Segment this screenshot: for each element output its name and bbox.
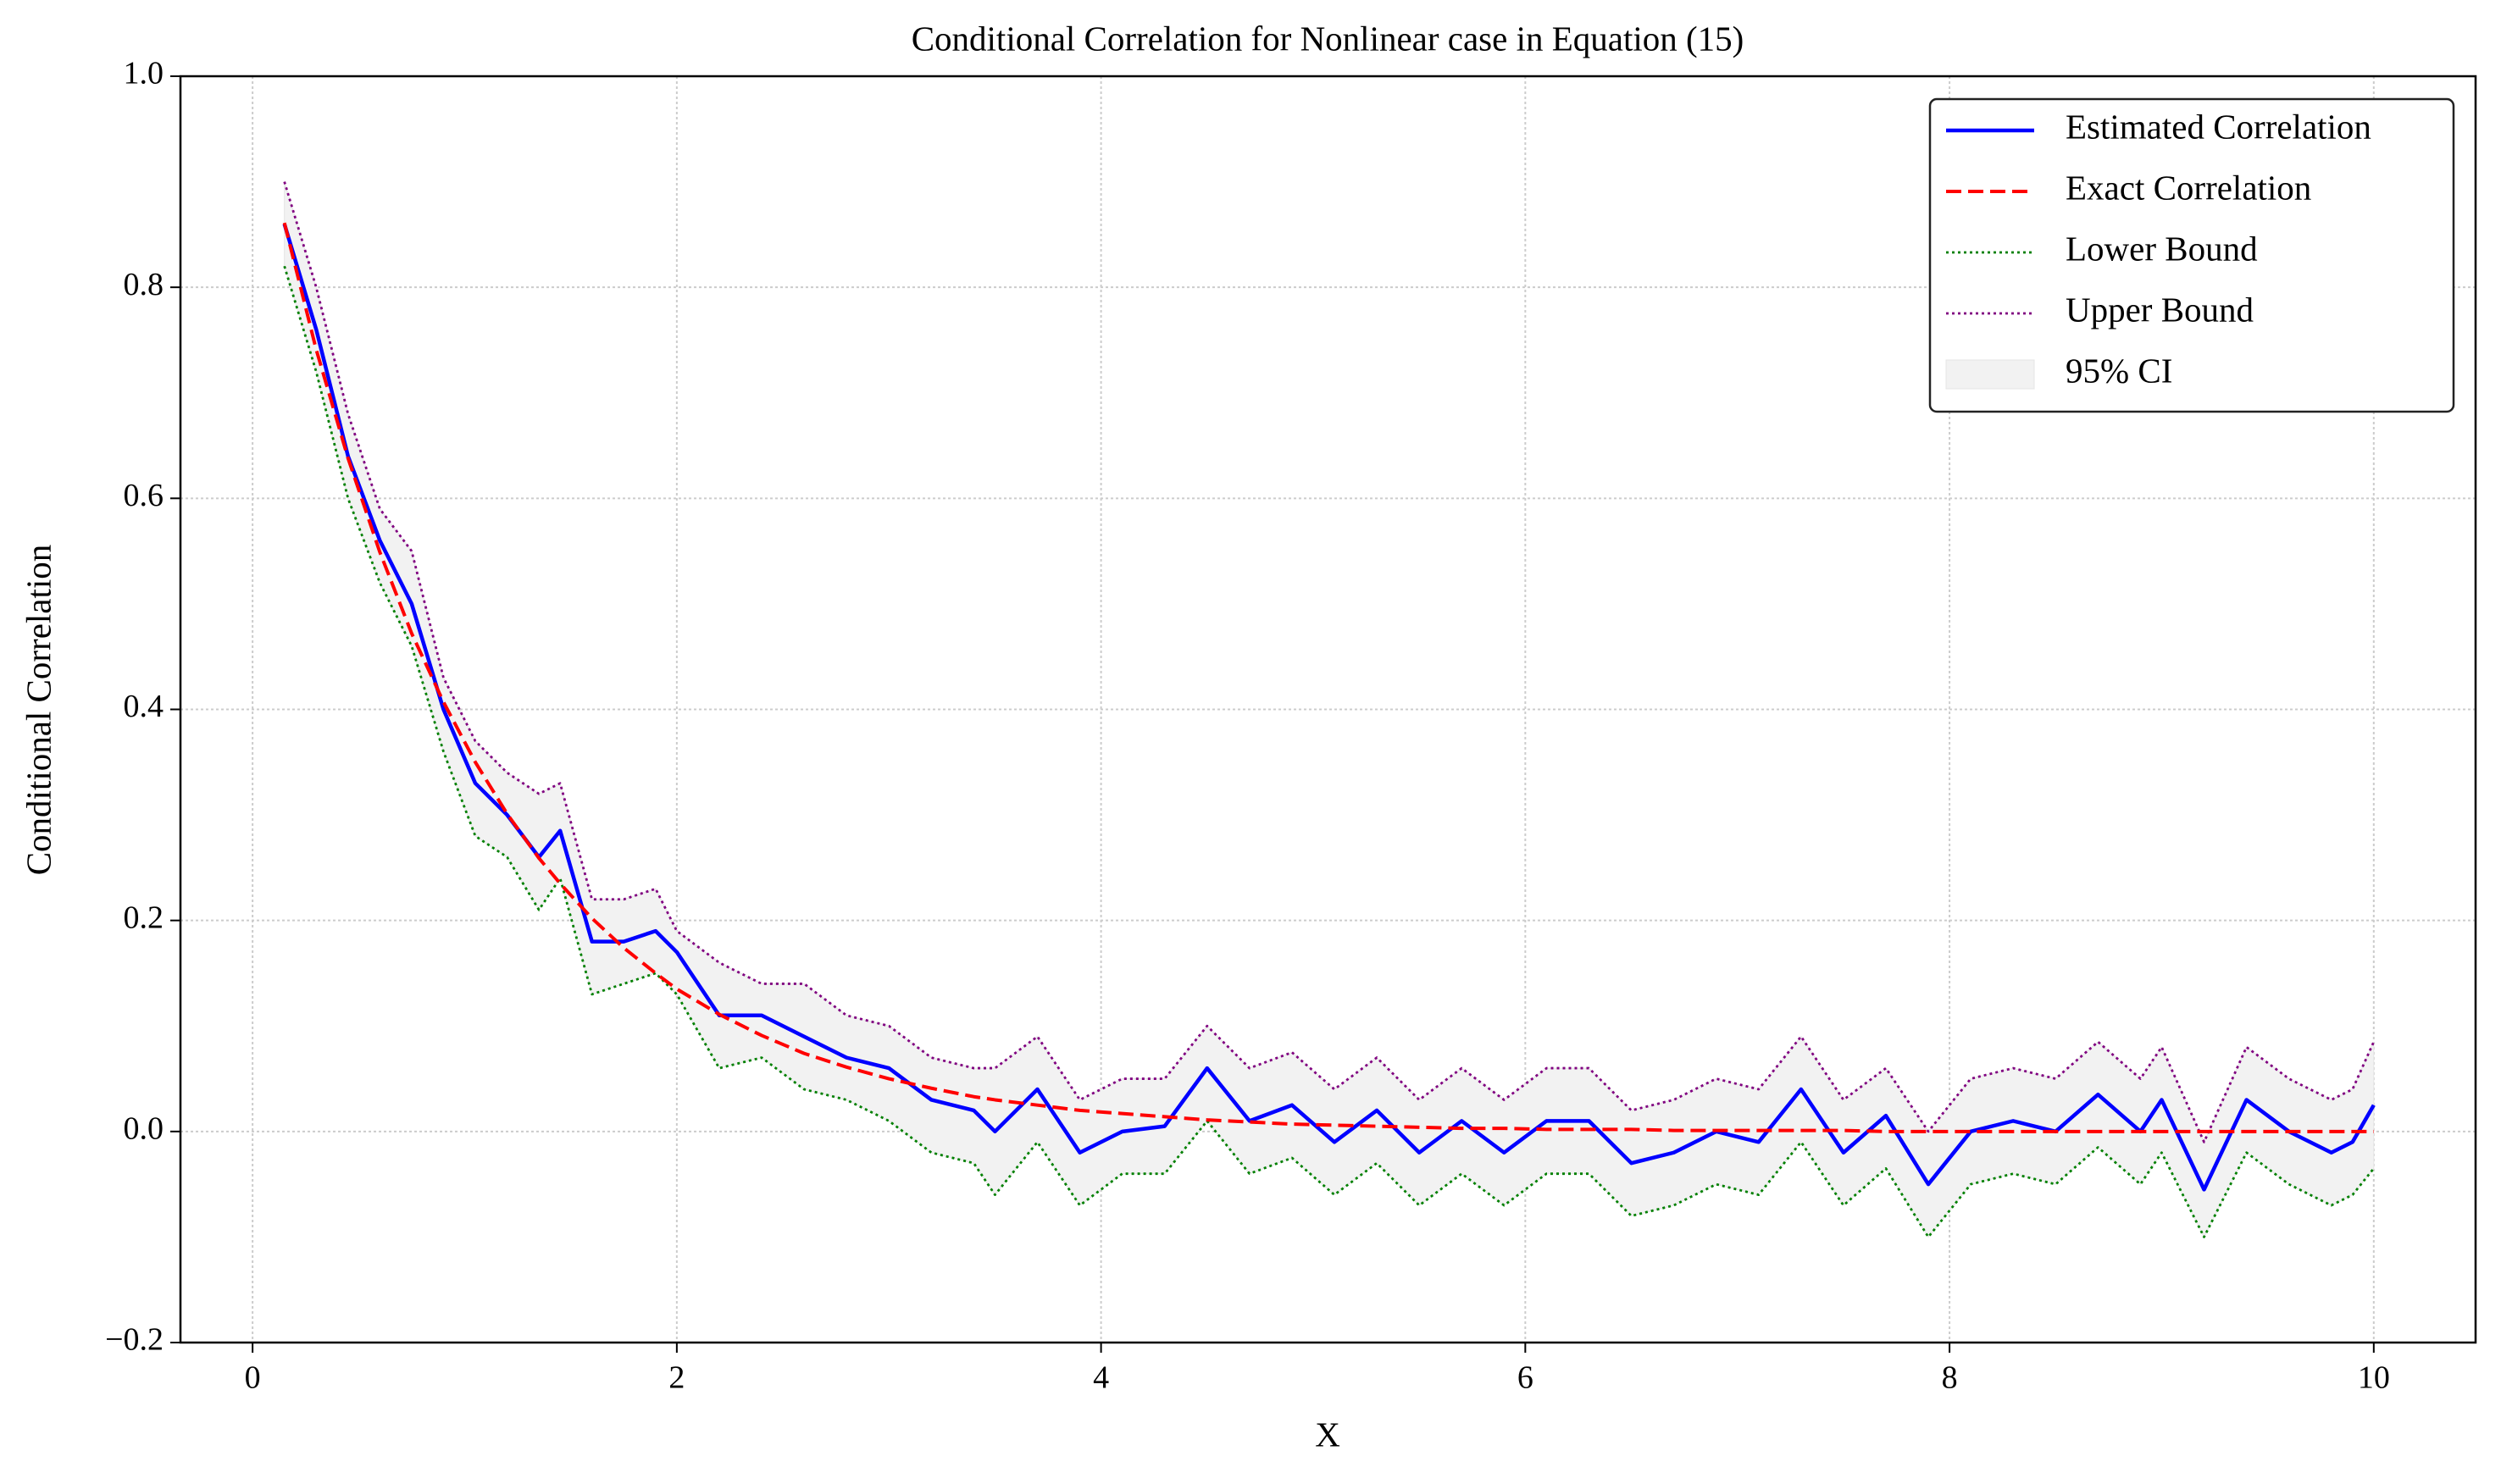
y-tick-label: 0.2 bbox=[124, 900, 164, 935]
legend-label: Exact Correlation bbox=[2066, 168, 2311, 207]
y-tick-label: 1.0 bbox=[124, 56, 164, 91]
legend-box bbox=[1928, 97, 2455, 413]
x-tick-label: 4 bbox=[1093, 1360, 1109, 1396]
y-axis-label: Conditional Correlation bbox=[19, 545, 58, 876]
chart-title: Conditional Correlation for Nonlinear ca… bbox=[912, 19, 1744, 58]
line-series bbox=[282, 222, 2374, 1133]
x-tick-label: 0 bbox=[245, 1360, 261, 1396]
legend-label: Upper Bound bbox=[2066, 290, 2254, 329]
y-tick-label: 0.6 bbox=[124, 478, 164, 513]
x-axis-label: X bbox=[1315, 1415, 1340, 1454]
x-tick-label: 8 bbox=[1942, 1360, 1958, 1396]
legend-label: Lower Bound bbox=[2066, 229, 2258, 268]
y-tick-label: 0.8 bbox=[124, 267, 164, 302]
line-series bbox=[283, 181, 2376, 1143]
x-tick-label: 10 bbox=[2358, 1360, 2390, 1396]
line-series bbox=[282, 223, 2376, 1192]
y-tick-label: 0.4 bbox=[124, 689, 164, 724]
line-series bbox=[283, 265, 2375, 1238]
legend: Estimated Correlation Exact Correlation Lo… bbox=[1928, 97, 2455, 413]
y-tick-label: −0.2 bbox=[105, 1322, 164, 1358]
x-tick-label: 6 bbox=[1517, 1360, 1533, 1396]
legend-label: 95% CI bbox=[2066, 351, 2172, 390]
legend-swatch bbox=[1945, 359, 2035, 390]
x-tick-label: 2 bbox=[668, 1360, 685, 1396]
y-tick-label: 0.0 bbox=[124, 1111, 164, 1147]
legend-label: Estimated Correlation bbox=[2066, 107, 2371, 146]
plot-frame bbox=[179, 75, 2477, 1344]
